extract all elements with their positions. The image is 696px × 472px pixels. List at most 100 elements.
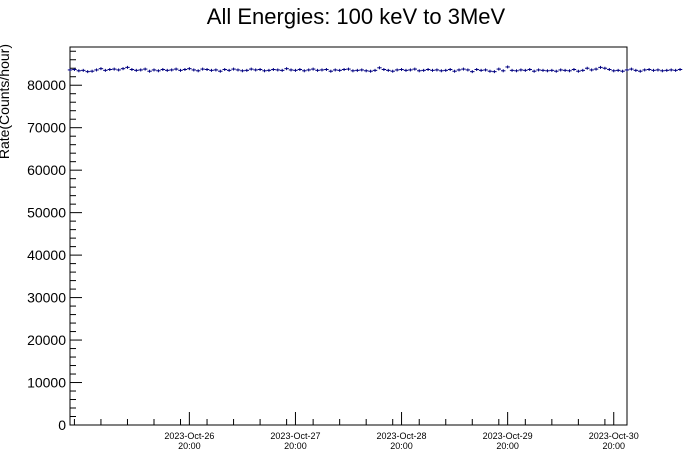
data-point [403,68,409,72]
data-point [310,67,316,71]
data-point [664,68,669,72]
data-point [120,67,126,71]
data-point [89,69,95,73]
data-point [346,67,351,71]
x-tick-label-time: 20:00 [284,441,307,451]
data-point [505,65,510,69]
data-point [558,68,563,72]
data-point [288,68,294,72]
data-point [244,68,250,72]
y-tick-label: 40000 [27,247,66,263]
y-tick-label: 50000 [27,205,66,221]
y-tick-label: 70000 [27,120,66,136]
data-point [328,69,334,73]
data-point [540,68,546,72]
data-point [465,68,471,72]
data-point [646,68,652,72]
data-point [187,67,192,71]
data-point [138,68,143,72]
data-points [67,65,683,74]
data-point [624,68,630,72]
data-point [456,68,462,72]
data-point [271,68,276,72]
x-axis: 2023-Oct-2620:002023-Oct-2720:002023-Oct… [73,412,639,451]
data-point [297,68,303,72]
data-point [173,67,179,71]
data-point [633,68,639,72]
data-point [204,68,210,72]
data-point [350,69,356,73]
data-point [421,68,426,72]
data-point [660,69,665,73]
data-point [483,68,488,72]
data-point [81,68,86,72]
data-point [447,68,453,72]
data-point [408,68,413,72]
x-tick-label-date: 2023-Oct-29 [483,431,533,441]
data-point [554,69,559,73]
data-point [213,68,219,72]
data-point [611,69,616,73]
data-point [178,68,183,72]
data-point [160,68,166,72]
x-tick-label-date: 2023-Oct-27 [270,431,320,441]
data-point [156,69,161,73]
data-point [76,69,82,73]
x-tick-label-date: 2023-Oct-30 [589,431,639,441]
data-point [359,68,364,72]
data-point [589,68,594,72]
data-point [231,67,236,71]
data-point [576,69,581,73]
data-point [319,68,325,72]
data-point [253,68,258,72]
data-point [337,68,342,72]
data-point [545,69,550,73]
data-point [151,68,157,72]
data-point [470,70,475,74]
data-point [390,69,395,73]
y-tick-label: 80000 [27,77,66,93]
data-point [425,68,431,72]
data-point [355,68,360,72]
data-point [169,68,174,72]
data-point [562,68,568,72]
data-point [306,68,311,72]
x-tick-label-date: 2023-Oct-26 [164,431,214,441]
data-point [116,68,121,72]
data-point [642,68,647,72]
data-point [629,67,634,71]
data-point [474,68,479,72]
y-tick-label: 10000 [27,375,66,391]
x-tick-label-time: 20:00 [178,441,201,451]
data-point [129,68,135,72]
data-point [279,68,285,72]
data-point [430,68,435,72]
data-point [386,68,391,72]
data-point [324,68,329,72]
data-point [363,69,369,73]
data-point [262,69,267,73]
data-point [147,69,152,73]
y-tick-label: 0 [58,417,66,433]
data-point [125,65,130,69]
data-point [638,69,643,73]
data-point [399,68,404,72]
data-point [443,68,448,72]
data-point [501,69,506,73]
data-point [195,69,201,73]
data-point [677,68,683,72]
data-point [580,68,586,72]
data-point [67,68,73,72]
data-point [527,68,532,72]
data-point [496,67,502,71]
data-point [284,67,289,71]
data-point [315,68,320,72]
data-point [134,68,139,72]
data-point [275,68,280,72]
data-point [381,68,387,72]
data-point [103,68,108,72]
data-point [333,68,338,72]
data-point [651,68,656,72]
data-point [372,68,378,72]
plot-frame [69,46,628,426]
